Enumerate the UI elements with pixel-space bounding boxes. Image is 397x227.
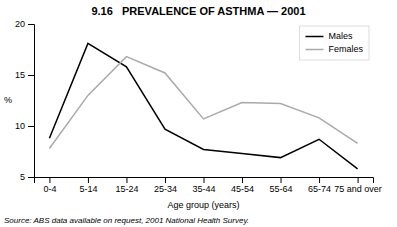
y-tick-mark (28, 24, 34, 25)
y-tick-mark (28, 75, 34, 76)
x-axis-line (35, 178, 374, 184)
lines (49, 43, 357, 168)
plot-area: 0-4 5-14 15-24 25-34 35-44 45-54 55-64 65-7475 … (15, 19, 382, 194)
legend-label: Females (328, 44, 363, 54)
x-tick: 5-14 (79, 177, 97, 194)
x-tick-label: 75 and over (334, 184, 382, 194)
x-tick-label: 35-44 (192, 184, 215, 194)
x-tick-label: 0-4 (43, 184, 56, 194)
x-tick: 75 and over (334, 177, 382, 194)
source-note: Source: ABS data available on request, 2… (4, 216, 249, 225)
x-tick: 25-34 (154, 177, 177, 194)
x-tick-mark (281, 177, 282, 183)
y-tick-label: 10 (15, 121, 25, 131)
y-tick: 10 (15, 121, 34, 131)
x-tick: 0-4 (43, 177, 56, 194)
legend-swatch (305, 49, 323, 51)
chart: 9.16 PREVALENCE OF ASTHMA — 2001 0-4 5-14 1… (0, 0, 397, 227)
series-line (49, 57, 357, 149)
x-tick-label: 15-24 (115, 184, 138, 194)
x-tick: 15-24 (115, 177, 138, 194)
y-tick-label: 5 (20, 172, 25, 182)
y-tick-mark (28, 177, 34, 178)
x-tick: 55-64 (270, 177, 293, 194)
y-axis: 5 10 15 20 (15, 19, 35, 182)
legend-frame (299, 26, 369, 60)
x-tick-mark (204, 177, 205, 183)
x-tick: 35-44 (192, 177, 215, 194)
y-axis-line (28, 25, 35, 178)
x-tick-mark (88, 177, 89, 183)
x-tick-label: 5-14 (79, 184, 97, 194)
x-tick-mark (165, 177, 166, 183)
legend: Males Females (299, 26, 369, 60)
x-tick-label: 45-54 (231, 184, 254, 194)
title: 9.16 PREVALENCE OF ASTHMA — 2001 (91, 5, 305, 17)
x-tick-mark (358, 177, 359, 183)
x-tick-label: 25-34 (154, 184, 177, 194)
y-tick-label: 20 (15, 19, 25, 29)
legend-label: Males (328, 31, 353, 41)
legend-item: Females (305, 44, 363, 54)
x-tick-mark (49, 177, 50, 183)
x-axis-title: Age group (years) (167, 200, 239, 210)
legend-item: Males (305, 31, 353, 41)
x-tick-label: 65-74 (308, 184, 331, 194)
x-tick: 45-54 (231, 177, 254, 194)
x-axis: 0-4 5-14 15-24 25-34 35-44 45-54 55-64 65-7475 … (35, 177, 382, 194)
y-axis-title: % (4, 95, 12, 105)
legend-swatch (305, 36, 323, 38)
x-tick-label: 55-64 (270, 184, 293, 194)
y-tick: 5 (20, 172, 34, 182)
x-tick: 65-74 (308, 177, 331, 194)
x-tick-mark (126, 177, 127, 183)
x-tick-mark (319, 177, 320, 183)
series-line (49, 43, 357, 168)
y-tick: 20 (15, 19, 34, 29)
y-tick: 15 (15, 70, 34, 80)
y-tick-label: 15 (15, 70, 25, 80)
x-tick-mark (242, 177, 243, 183)
y-tick-mark (28, 126, 34, 127)
